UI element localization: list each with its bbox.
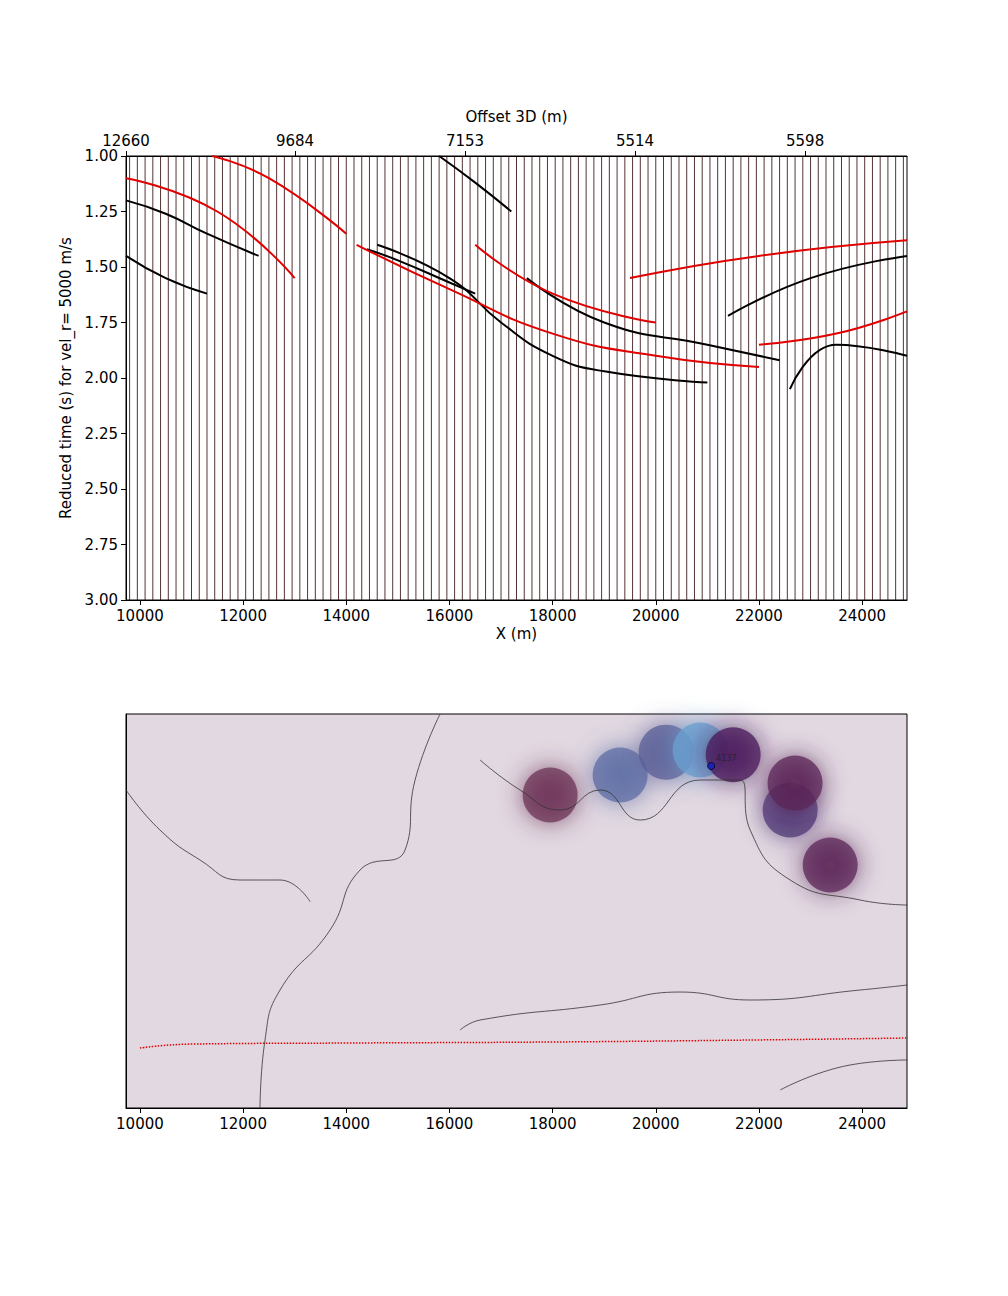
svg-text:16000: 16000 [426,607,474,625]
svg-text:2.00: 2.00 [85,369,118,387]
svg-text:24000: 24000 [838,607,886,625]
svg-text:X (m): X (m) [496,625,537,643]
svg-text:7153: 7153 [446,132,484,150]
svg-text:18000: 18000 [529,1115,577,1133]
svg-text:20000: 20000 [632,607,680,625]
svg-text:2.75: 2.75 [85,536,118,554]
svg-text:16000: 16000 [426,1115,474,1133]
svg-text:1.25: 1.25 [85,203,118,221]
svg-text:14000: 14000 [322,607,370,625]
svg-text:Reduced time (s) for vel_r= 50: Reduced time (s) for vel_r= 5000 m/s [57,237,76,519]
svg-text:2.50: 2.50 [85,480,118,498]
svg-text:12000: 12000 [219,607,267,625]
svg-text:Offset 3D (m): Offset 3D (m) [465,108,567,126]
svg-text:14000: 14000 [322,1115,370,1133]
svg-text:22000: 22000 [735,607,783,625]
svg-text:4137: 4137 [716,754,736,763]
svg-text:2.25: 2.25 [85,425,118,443]
svg-text:1.50: 1.50 [85,258,118,276]
svg-text:20000: 20000 [632,1115,680,1133]
svg-text:5598: 5598 [786,132,824,150]
svg-text:1.75: 1.75 [85,314,118,332]
svg-text:18000: 18000 [529,607,577,625]
svg-text:10000: 10000 [116,607,164,625]
svg-text:12000: 12000 [219,1115,267,1133]
svg-text:22000: 22000 [735,1115,783,1133]
svg-text:3.00: 3.00 [85,591,118,609]
svg-text:24000: 24000 [838,1115,886,1133]
svg-text:12660: 12660 [102,132,150,150]
svg-text:10000: 10000 [116,1115,164,1133]
svg-text:5514: 5514 [616,132,654,150]
svg-text:1.00: 1.00 [85,147,118,165]
svg-text:9684: 9684 [276,132,314,150]
